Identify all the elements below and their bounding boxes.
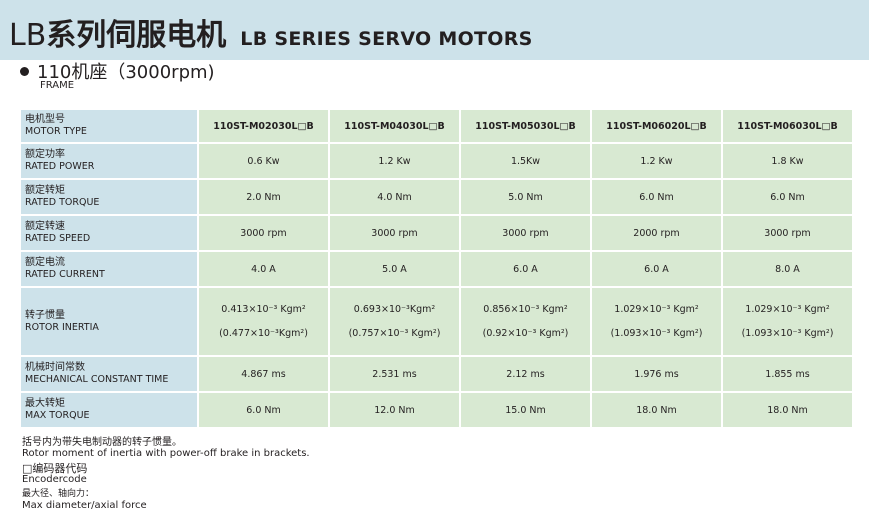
- bullet-icon: [20, 66, 29, 76]
- page-title: LB系列伺服电机 LB SERIES SERVO MOTORS: [9, 10, 533, 54]
- table-cell: 4.0 A: [199, 252, 328, 286]
- table-cell: 110ST-M02030L□B: [199, 110, 328, 142]
- row-label-en: MECHANICAL CONSTANT TIME: [25, 374, 169, 385]
- note-force-en: Max diameter/axial force: [22, 500, 147, 511]
- table-row: 额定转矩 RATED TORQUE 2.0 Nm 4.0 Nm 5.0 Nm 6.0 Nm…: [21, 180, 852, 214]
- table-cell: 4.867 ms: [199, 357, 328, 391]
- table-cell: 15.0 Nm: [461, 393, 590, 427]
- table-cell: 6.0 A: [592, 252, 721, 286]
- title-cn: 系列伺服电机: [46, 18, 227, 53]
- title-prefix: LB: [9, 18, 47, 53]
- table-cell: 3000 rpm: [330, 216, 459, 250]
- row-label-cn: 电机型号: [25, 114, 65, 125]
- table-cell: 5.0 Nm: [461, 180, 590, 214]
- row-label-en: RATED SPEED: [25, 233, 91, 244]
- note-force-cn: 最大径、轴向力：: [22, 489, 95, 499]
- row-label-cn: 额定电流: [25, 257, 65, 268]
- table-cell: 6.0 Nm: [592, 180, 721, 214]
- table-cell: 6.0 A: [461, 252, 590, 286]
- title-band: [0, 0, 869, 60]
- row-label-en: RATED POWER: [25, 161, 95, 172]
- row-label-cn: 转子惯量: [25, 309, 65, 321]
- table-cell: 110ST-M06030L□B: [723, 110, 852, 142]
- inertia-value: 1.029×10⁻³ Kgm²: [745, 304, 830, 315]
- row-label-en: MOTOR TYPE: [25, 126, 87, 137]
- table-row: 额定电流 RATED CURRENT 4.0 A 5.0 A 6.0 A 6.0 A 8.0…: [21, 252, 852, 286]
- row-label: 最大转矩 MAX TORQUE: [21, 393, 197, 427]
- table-cell: 18.0 Nm: [723, 393, 852, 427]
- table-cell: 0.856×10⁻³ Kgm² (0.92×10⁻³ Kgm²): [461, 288, 590, 355]
- row-label: 机械时间常数 MECHANICAL CONSTANT TIME: [21, 357, 197, 391]
- inertia-brake-value: (1.093×10⁻³ Kgm²): [610, 328, 703, 339]
- inertia-brake-value: (1.093×10⁻³ Kgm²): [741, 328, 834, 339]
- table-row: 额定转速 RATED SPEED 3000 rpm 3000 rpm 3000 rpm 2…: [21, 216, 852, 250]
- notes: 括号内为带失电制动器的转子惯量。 Rotor moment of inertia…: [22, 437, 310, 511]
- table-cell: 1.2 Kw: [330, 144, 459, 178]
- inertia-brake-value: (0.477×10⁻³Kgm²): [219, 328, 308, 339]
- table-row: 最大转矩 MAX TORQUE 6.0 Nm 12.0 Nm 15.0 Nm 18.0 N…: [21, 393, 852, 427]
- table-cell: 1.029×10⁻³ Kgm² (1.093×10⁻³ Kgm²): [723, 288, 852, 355]
- table-cell: 1.855 ms: [723, 357, 852, 391]
- table-cell: 18.0 Nm: [592, 393, 721, 427]
- inertia-brake-value: (0.92×10⁻³ Kgm²): [482, 328, 569, 339]
- row-label-cn: 机械时间常数: [25, 362, 85, 373]
- table-cell: 2.531 ms: [330, 357, 459, 391]
- table-cell: 2.12 ms: [461, 357, 590, 391]
- table-cell: 8.0 A: [723, 252, 852, 286]
- table-cell: 3000 rpm: [723, 216, 852, 250]
- row-label: 转子惯量 ROTOR INERTIA: [21, 288, 197, 355]
- section-title-text: 110机座（3000rpm): [37, 62, 215, 83]
- row-label-en: ROTOR INERTIA: [25, 321, 99, 333]
- row-label: 额定转速 RATED SPEED: [21, 216, 197, 250]
- table-cell: 2000 rpm: [592, 216, 721, 250]
- table-cell: 110ST-M05030L□B: [461, 110, 590, 142]
- row-label: 额定功率 RATED POWER: [21, 144, 197, 178]
- inertia-value: 0.693×10⁻³Kgm²: [353, 304, 436, 315]
- table-row: 电机型号 MOTOR TYPE 110ST-M02030L□B 110ST-M0403…: [21, 110, 852, 142]
- note-brake-cn: 括号内为带失电制动器的转子惯量。: [22, 437, 182, 448]
- table-cell: 4.0 Nm: [330, 180, 459, 214]
- inertia-value: 0.856×10⁻³ Kgm²: [483, 304, 568, 315]
- table-cell: 12.0 Nm: [330, 393, 459, 427]
- title-en: LB SERIES SERVO MOTORS: [240, 28, 533, 50]
- table-cell: 0.413×10⁻³ Kgm² (0.477×10⁻³Kgm²): [199, 288, 328, 355]
- table-cell: 6.0 Nm: [723, 180, 852, 214]
- inertia-value: 0.413×10⁻³ Kgm²: [221, 304, 306, 315]
- row-label-en: RATED CURRENT: [25, 269, 105, 280]
- row-label-cn: 额定转速: [25, 221, 65, 232]
- table-cell: 6.0 Nm: [199, 393, 328, 427]
- row-label-en: MAX TORQUE: [25, 410, 90, 421]
- row-label: 额定转矩 RATED TORQUE: [21, 180, 197, 214]
- table-cell: 2.0 Nm: [199, 180, 328, 214]
- table-cell: 5.0 A: [330, 252, 459, 286]
- table-row: 转子惯量 ROTOR INERTIA 0.413×10⁻³ Kgm² (0.477×1…: [21, 288, 852, 355]
- table-cell: 110ST-M06020L□B: [592, 110, 721, 142]
- row-label-cn: 最大转矩: [25, 398, 65, 409]
- table-row: 机械时间常数 MECHANICAL CONSTANT TIME 4.867 ms 2.…: [21, 357, 852, 391]
- table-cell: 0.6 Kw: [199, 144, 328, 178]
- table-cell: 110ST-M04030L□B: [330, 110, 459, 142]
- table-cell: 1.976 ms: [592, 357, 721, 391]
- row-label-en: RATED TORQUE: [25, 197, 100, 208]
- table-row: 额定功率 RATED POWER 0.6 Kw 1.2 Kw 1.5Kw 1.2 Kw 1.…: [21, 144, 852, 178]
- table-cell: 1.8 Kw: [723, 144, 852, 178]
- inertia-brake-value: (0.757×10⁻³ Kgm²): [348, 328, 441, 339]
- table-cell: 3000 rpm: [461, 216, 590, 250]
- table-cell: 1.2 Kw: [592, 144, 721, 178]
- row-label: 电机型号 MOTOR TYPE: [21, 110, 197, 142]
- note-brake-en: Rotor moment of inertia with power-off b…: [22, 448, 310, 459]
- table-cell: 3000 rpm: [199, 216, 328, 250]
- section-subtitle: FRAME: [40, 80, 75, 91]
- note-encoder-en: Encodercode: [22, 474, 87, 485]
- section-title: 110机座（3000rpm): [20, 58, 215, 84]
- table-cell: 1.5Kw: [461, 144, 590, 178]
- row-label: 额定电流 RATED CURRENT: [21, 252, 197, 286]
- table-cell: 1.029×10⁻³ Kgm² (1.093×10⁻³ Kgm²): [592, 288, 721, 355]
- row-label-cn: 额定转矩: [25, 185, 65, 196]
- spec-table: 电机型号 MOTOR TYPE 110ST-M02030L□B 110ST-M0403…: [19, 108, 854, 429]
- row-label-cn: 额定功率: [25, 149, 65, 160]
- inertia-value: 1.029×10⁻³ Kgm²: [614, 304, 699, 315]
- note-encoder-cn: □编码器代码: [22, 462, 88, 475]
- table-cell: 0.693×10⁻³Kgm² (0.757×10⁻³ Kgm²): [330, 288, 459, 355]
